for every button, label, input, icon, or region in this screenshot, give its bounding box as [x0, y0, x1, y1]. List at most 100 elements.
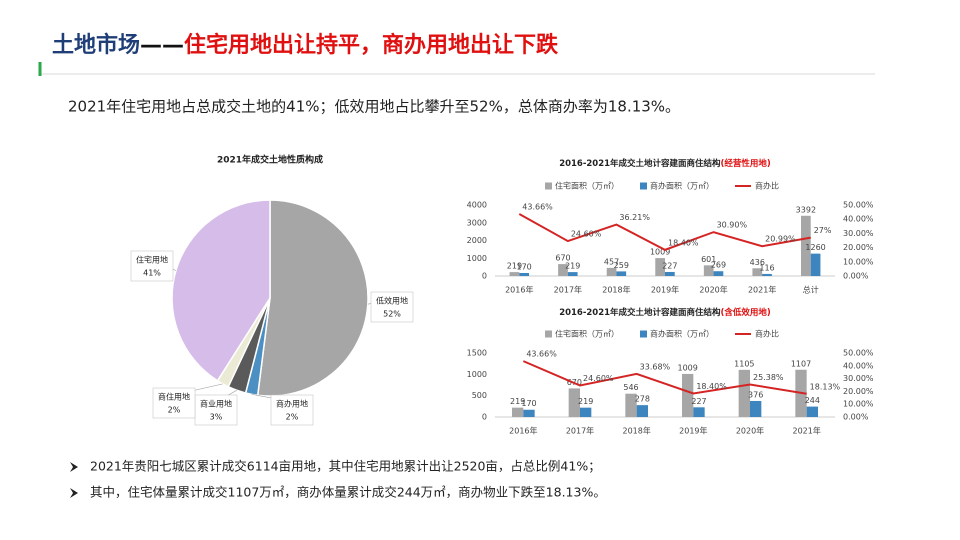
- y-tick-label: 1000: [467, 370, 487, 379]
- legend-swatch: [640, 182, 647, 190]
- y2-tick-label: 50.00%: [843, 201, 874, 210]
- y2-tick-label: 0.00%: [843, 272, 869, 281]
- line-series: [518, 213, 811, 251]
- x-tick-label: 2020年: [699, 285, 727, 295]
- line-label: 24.60%: [571, 230, 602, 239]
- bar-label: 219: [578, 397, 593, 406]
- bar: [523, 409, 535, 417]
- bar: [616, 271, 627, 276]
- slide-title: 土地市场——住宅用地出让持平，商办用地出让下跌: [52, 32, 559, 58]
- x-tick-label: 2018年: [622, 426, 650, 436]
- line-label: 43.66%: [522, 203, 553, 212]
- legend-swatch: [545, 182, 552, 190]
- y-tick-label: 2000: [467, 236, 487, 245]
- x-tick-label: 2017年: [554, 285, 582, 295]
- bar-label: 259: [614, 261, 629, 270]
- y-tick-label: 1000: [467, 254, 487, 263]
- x-tick-label: 2021年: [748, 285, 776, 295]
- bar-label: 1009: [677, 363, 697, 372]
- x-tick-label: 2019年: [679, 426, 707, 436]
- bar: [682, 373, 694, 417]
- bullet: 2021年贵阳七城区累计成交6114亩用地，其中住宅用地累计出让2520亩，占总…: [90, 459, 601, 474]
- bar: [509, 272, 520, 276]
- y2-tick-label: 20.00%: [843, 243, 874, 252]
- slice-label: 低效用地: [376, 296, 408, 306]
- chart-title: 2021年成交土地性质构成: [217, 154, 323, 166]
- legend-swatch: [545, 330, 552, 338]
- line-label: 27%: [814, 226, 832, 235]
- line-label: 18.40%: [668, 238, 699, 247]
- subtitle: 2021年住宅用地占总成交土地的41%；低效用地占比攀升至52%，总体商办率为1…: [68, 98, 680, 116]
- bar-label: 1107: [791, 359, 811, 368]
- label-box: [152, 387, 196, 419]
- line-label: 43.66%: [526, 350, 557, 359]
- legend-label: 商办面积（万㎡）: [650, 329, 714, 339]
- bar: [558, 264, 568, 276]
- bar: [625, 393, 637, 417]
- y2-tick-label: 10.00%: [843, 257, 874, 266]
- slice-label: 商业用地: [200, 399, 232, 409]
- bullet-arrow: [70, 462, 78, 472]
- legend-label: 商办面积（万㎡）: [650, 181, 714, 191]
- line-label: 36.21%: [619, 213, 650, 222]
- bar-label: 670: [555, 254, 570, 263]
- x-tick-label: 2017年: [566, 426, 594, 436]
- label-box: [270, 394, 314, 426]
- x-tick-label: 2016年: [509, 426, 537, 436]
- title-part: 土地市场: [52, 32, 140, 58]
- slice-label: 商办用地: [276, 399, 308, 409]
- bar: [567, 272, 578, 276]
- slice-value: 2%: [286, 413, 299, 422]
- y-tick-label: 500: [472, 391, 487, 400]
- y-tick-label: 4000: [467, 201, 487, 210]
- bar-label: 601: [701, 255, 716, 264]
- bar-label: 1260: [805, 243, 825, 252]
- title-note: (经营性用地): [721, 158, 771, 169]
- bar: [738, 369, 750, 417]
- bar: [636, 405, 648, 417]
- line-series: [522, 360, 807, 395]
- label-box: [194, 394, 238, 426]
- y-tick-label: 0: [482, 272, 487, 281]
- label-box: [370, 291, 414, 323]
- y2-tick-label: 20.00%: [843, 387, 874, 396]
- bar-label: 1009: [650, 248, 670, 257]
- line-label: 18.13%: [810, 382, 841, 391]
- bar: [665, 271, 675, 276]
- bar: [750, 400, 762, 417]
- legend-label: 住宅面积（万㎡）: [555, 329, 619, 339]
- title-part: ——: [140, 33, 184, 58]
- slice-value: 2%: [168, 406, 181, 415]
- bar: [580, 407, 592, 417]
- y-tick-label: 1500: [467, 349, 487, 358]
- bar: [801, 215, 811, 276]
- bullet: 其中，住宅体量累计成交1107万㎡，商办体量累计成交244万㎡，商办物业下跌至1…: [90, 485, 606, 500]
- bar-label: 219: [507, 262, 522, 271]
- line-label: 18.40%: [696, 382, 727, 391]
- pie-slice: [256, 199, 369, 397]
- chart-title: 2016-2021年成交土地计容建面商住结构(含低效用地): [559, 307, 771, 318]
- bar-label: 219: [510, 397, 525, 406]
- bar-label: 170: [521, 399, 536, 408]
- bar-label: 457: [604, 257, 619, 266]
- y2-tick-label: 50.00%: [843, 349, 874, 358]
- label-box: [130, 250, 174, 282]
- line-label: 20.99%: [765, 235, 796, 244]
- chart-title: 2016-2021年成交土地计容建面商住结构(经营性用地): [559, 158, 771, 169]
- bar-label: 278: [635, 395, 650, 404]
- line-label: 30.90%: [717, 221, 748, 230]
- bar: [806, 406, 818, 417]
- bar-label: 219: [565, 262, 580, 271]
- bar-label: 227: [662, 261, 677, 270]
- y2-tick-label: 40.00%: [843, 215, 874, 224]
- bar: [606, 267, 617, 276]
- bar: [693, 407, 705, 417]
- y2-tick-label: 30.00%: [843, 229, 874, 238]
- bar: [762, 273, 772, 276]
- x-tick-label: 2018年: [602, 285, 630, 295]
- bullet-arrow: [70, 488, 78, 498]
- bar: [519, 272, 529, 276]
- x-tick-label: 2021年: [792, 426, 820, 436]
- y2-tick-label: 0.00%: [843, 413, 869, 422]
